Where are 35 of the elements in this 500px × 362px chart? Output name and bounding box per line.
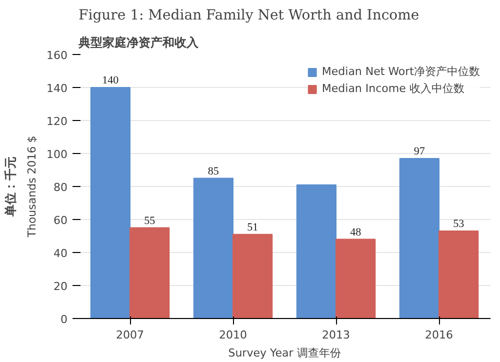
- y-tick-label: 40: [54, 247, 68, 260]
- data-label: 53: [453, 218, 465, 230]
- x-tick-label: 2007: [116, 328, 144, 342]
- y-axis-title: Thousands 2016 $: [26, 136, 39, 238]
- bar: [193, 178, 234, 318]
- y-tick-label: 0: [60, 313, 68, 326]
- bar: [296, 184, 336, 318]
- chart-subtitle: 典型家庭净资产和收入: [78, 36, 200, 50]
- data-label: 51: [247, 221, 258, 234]
- y-tick-label: 140: [46, 82, 68, 95]
- data-label: 48: [350, 226, 362, 238]
- bar: [90, 87, 130, 318]
- legend-label: Median Income 收入中位数: [322, 81, 464, 96]
- x-tick-label: 2013: [322, 328, 350, 342]
- bar: [438, 230, 479, 318]
- data-label: 97: [414, 145, 426, 158]
- y-tick-label: 100: [46, 148, 68, 161]
- x-axis-title: Survey Year 调查年份: [228, 346, 341, 360]
- bar: [399, 158, 440, 318]
- x-tick-label: 2016: [425, 328, 454, 342]
- text: 单位：千元: [4, 156, 18, 218]
- y-tick-label: 160: [46, 49, 68, 62]
- y-tick-label: 80: [54, 181, 68, 194]
- bar: [336, 238, 376, 318]
- legend-label: Median Net Wort净资产中位数: [322, 64, 480, 79]
- x-tick-label: 2010: [219, 328, 248, 342]
- data-label: 55: [144, 214, 156, 227]
- y-tick-label: 60: [54, 214, 68, 227]
- y-tick-label: 120: [46, 115, 68, 128]
- data-label: 85: [208, 165, 220, 178]
- y-tick-label: 20: [54, 280, 68, 293]
- bar: [232, 234, 273, 318]
- chart-title: Figure 1: Median Family Net Worth and Income: [78, 8, 420, 24]
- data-label: 140: [102, 74, 120, 86]
- bar: [130, 227, 170, 318]
